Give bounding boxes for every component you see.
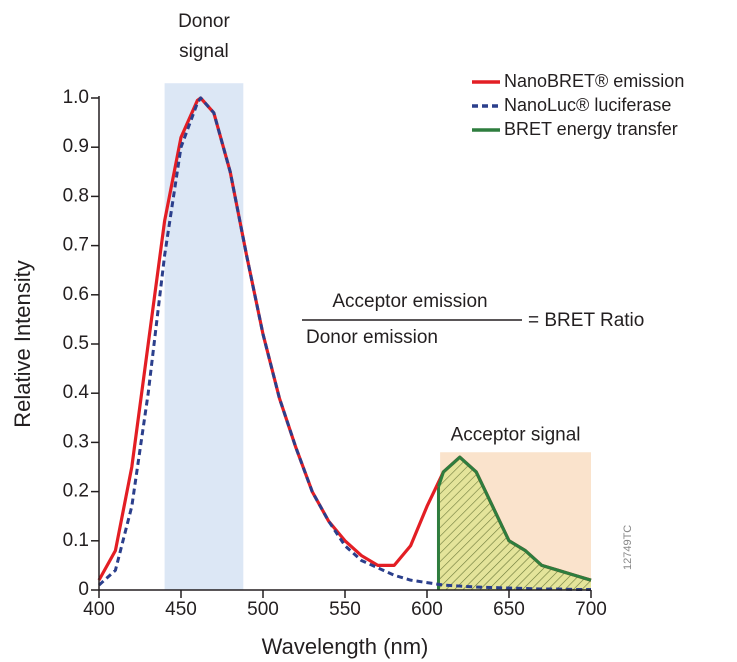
y-axis-label: Relative Intensity	[10, 260, 35, 428]
ratio-result: = BRET Ratio	[528, 310, 644, 331]
x-tick-label: 700	[575, 599, 607, 620]
y-tick-label: 0.3	[63, 431, 89, 452]
series-line	[97, 96, 591, 592]
x-tick-label: 400	[83, 599, 115, 620]
x-tick-label: 450	[165, 599, 197, 620]
ratio-numerator: Acceptor emission	[332, 291, 487, 312]
y-tick-label: 0.9	[63, 136, 89, 157]
y-tick-label: 0.2	[63, 481, 89, 502]
y-tick-label: 0	[78, 579, 89, 600]
series-line	[436, 455, 592, 582]
y-tick-label: 0.7	[63, 235, 89, 256]
legend-label: BRET energy transfer	[504, 119, 678, 139]
x-tick-label: 650	[493, 599, 525, 620]
y-tick-label: 0.6	[63, 284, 89, 305]
hatched-area	[438, 457, 591, 590]
band-label: signal	[179, 41, 229, 62]
y-tick-label: 0.1	[63, 530, 89, 551]
band-label: Acceptor signal	[451, 424, 581, 445]
y-tick-label: 1.0	[63, 87, 89, 108]
x-tick-label: 600	[411, 599, 443, 620]
y-tick-label: 0.8	[63, 185, 89, 206]
x-tick-label: 500	[247, 599, 279, 620]
y-tick-label: 0.4	[63, 382, 90, 403]
x-axis-label: Wavelength (nm)	[262, 634, 429, 659]
legend-label: NanoBRET® emission	[504, 71, 684, 91]
y-tick-label: 0.5	[63, 333, 89, 354]
ratio-denominator: Donor emission	[306, 327, 438, 348]
legend-label: NanoLuc® luciferase	[504, 95, 671, 115]
x-tick-label: 550	[329, 599, 361, 620]
figure-code: 12749TC	[622, 525, 634, 570]
band-label: Donor	[178, 11, 230, 32]
